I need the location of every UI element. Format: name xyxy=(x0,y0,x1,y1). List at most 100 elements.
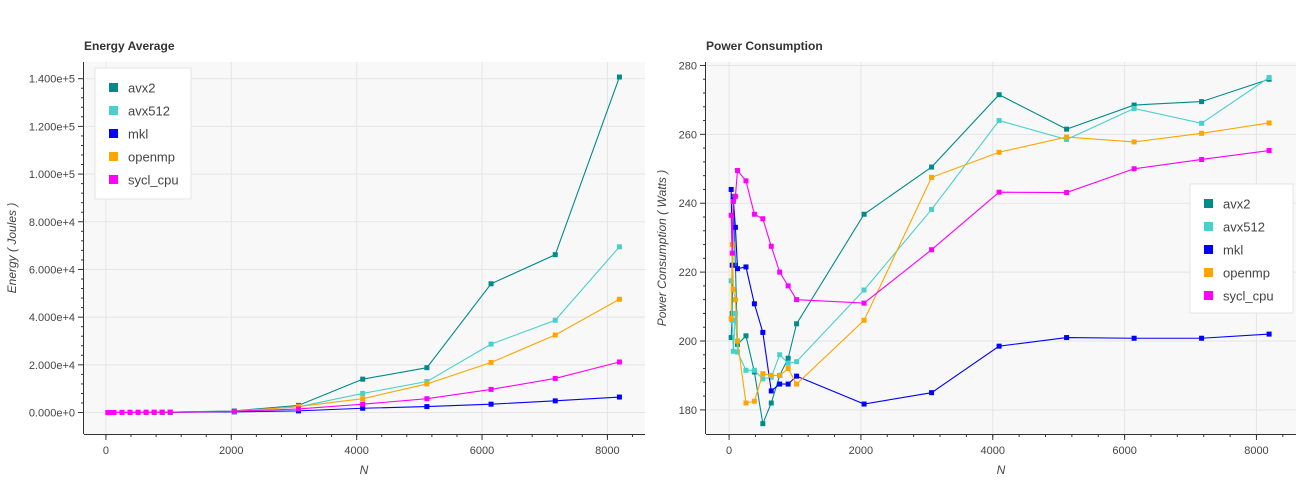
legend-label-sycl_cpu: sycl_cpu xyxy=(1223,289,1274,304)
data-point-avx512 xyxy=(735,349,741,355)
data-point-openmp xyxy=(728,316,734,322)
data-point-avx2 xyxy=(360,376,366,382)
legend-swatch-avx2 xyxy=(109,83,118,92)
x-tick-label: 0 xyxy=(726,445,732,457)
data-point-mkl xyxy=(616,394,622,400)
data-point-openmp xyxy=(777,372,783,378)
data-point-avx2 xyxy=(929,164,935,170)
data-point-openmp xyxy=(730,286,736,292)
data-point-avx512 xyxy=(743,367,749,373)
data-point-openmp xyxy=(768,372,774,378)
data-point-avx512 xyxy=(1199,120,1205,126)
data-point-mkl xyxy=(751,301,757,307)
data-point-avx2 xyxy=(743,333,749,339)
data-point-sycl_cpu xyxy=(751,211,757,217)
data-point-sycl_cpu xyxy=(159,409,165,415)
data-point-mkl xyxy=(743,264,749,270)
data-point-sycl_cpu xyxy=(167,409,173,415)
data-point-mkl xyxy=(488,401,494,407)
y-tick-label: 280 xyxy=(679,60,697,72)
legend-swatch-avx512 xyxy=(109,106,118,115)
data-point-avx2 xyxy=(488,281,494,287)
data-point-avx512 xyxy=(777,352,783,358)
energy-average-chart: Energy Average 0.000e+0 2.000e+4 4.000e+4 6… xyxy=(5,39,645,477)
data-point-openmp xyxy=(616,296,622,302)
series-group xyxy=(105,74,622,416)
x-tick-label: 4000 xyxy=(344,445,368,457)
data-point-sycl_cpu xyxy=(119,409,125,415)
data-point-avx512 xyxy=(732,310,738,316)
data-point-openmp xyxy=(360,396,366,402)
data-point-avx2 xyxy=(1199,99,1205,105)
data-point-avx512 xyxy=(996,118,1002,124)
power-consumption-chart: Power Consumption 180 200 220 240 260 280 0 200… xyxy=(655,39,1296,477)
data-point-sycl_cpu xyxy=(768,243,774,249)
data-point-sycl_cpu xyxy=(111,409,117,415)
data-point-mkl xyxy=(732,224,738,230)
data-point-mkl xyxy=(794,373,800,379)
y-tick-label: 220 xyxy=(679,267,697,279)
data-point-sycl_cpu xyxy=(732,193,738,199)
data-point-mkl xyxy=(424,404,430,410)
legend-swatch-mkl xyxy=(109,129,118,138)
data-point-avx512 xyxy=(760,376,766,382)
data-point-sycl_cpu xyxy=(424,396,430,402)
legend-swatch-openmp xyxy=(109,152,118,161)
data-point-avx2 xyxy=(768,400,774,406)
data-point-avx512 xyxy=(488,341,494,347)
legend: avx2 avx512 mkl openmp sycl_cpu xyxy=(1189,183,1294,314)
data-point-sycl_cpu xyxy=(107,410,113,416)
data-point-openmp xyxy=(743,400,749,406)
data-point-openmp xyxy=(1064,134,1070,140)
data-point-mkl xyxy=(1266,331,1272,337)
y-tick-label: 4.000e+4 xyxy=(29,312,75,324)
y-tick-label: 6.000e+4 xyxy=(29,264,75,276)
data-point-sycl_cpu xyxy=(1266,148,1272,154)
x-tick-label: 6000 xyxy=(1112,445,1136,457)
data-point-sycl_cpu xyxy=(127,409,133,415)
legend-label-sycl_cpu: sycl_cpu xyxy=(128,173,179,188)
x-axis-label: N xyxy=(360,463,369,477)
data-point-avx2 xyxy=(732,262,738,268)
data-point-mkl xyxy=(777,381,783,387)
data-point-avx512 xyxy=(616,244,622,250)
legend-label-avx2: avx2 xyxy=(1223,197,1250,212)
data-point-sycl_cpu xyxy=(996,189,1002,195)
data-point-avx2 xyxy=(552,252,558,258)
y-tick-label: 8.000e+4 xyxy=(29,217,75,229)
x-tick-label: 4000 xyxy=(981,445,1005,457)
x-tick-label: 8000 xyxy=(595,445,619,457)
data-point-sycl_cpu xyxy=(777,269,783,275)
data-point-openmp xyxy=(1199,130,1205,136)
data-point-mkl xyxy=(760,329,766,335)
data-point-sycl_cpu xyxy=(729,250,735,256)
data-point-avx2 xyxy=(616,74,622,80)
y-tick-label: 200 xyxy=(679,336,697,348)
data-point-sycl_cpu xyxy=(231,408,237,414)
legend-label-mkl: mkl xyxy=(128,127,148,142)
chart-title: Power Consumption xyxy=(706,39,823,53)
data-point-mkl xyxy=(861,401,867,407)
data-point-sycl_cpu xyxy=(794,297,800,303)
data-point-openmp xyxy=(794,381,800,387)
data-point-avx512 xyxy=(360,390,366,396)
data-point-mkl xyxy=(768,388,774,394)
data-point-mkl xyxy=(929,390,935,396)
data-point-avx512 xyxy=(785,360,791,366)
data-point-openmp xyxy=(1266,120,1272,126)
legend-label-openmp: openmp xyxy=(1223,266,1270,281)
data-point-mkl xyxy=(996,343,1002,349)
data-point-sycl_cpu xyxy=(488,386,494,392)
data-point-openmp xyxy=(929,174,935,180)
data-point-openmp xyxy=(760,371,766,377)
data-point-sycl_cpu xyxy=(616,359,622,365)
data-point-mkl xyxy=(785,381,791,387)
x-tick-label: 0 xyxy=(103,445,109,457)
legend-label-openmp: openmp xyxy=(128,150,175,165)
legend-label-avx2: avx2 xyxy=(128,81,155,96)
data-point-sycl_cpu xyxy=(785,283,791,289)
y-axis-label: Energy ( Joules ) xyxy=(5,203,19,294)
data-point-avx2 xyxy=(794,321,800,327)
y-tick-label: 1.400e+5 xyxy=(29,74,75,86)
data-point-avx2 xyxy=(424,365,430,371)
